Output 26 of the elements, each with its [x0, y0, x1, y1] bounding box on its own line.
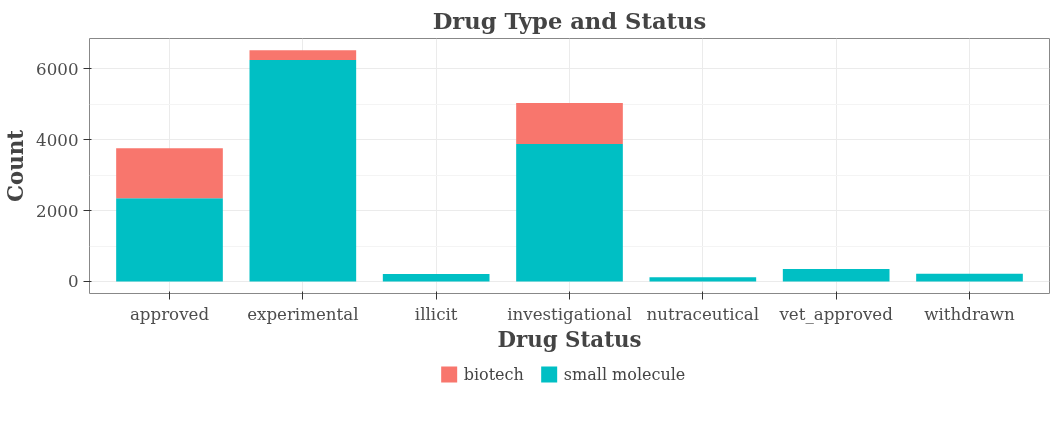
bar [382, 274, 490, 282]
x-tick-label: withdrawn [924, 304, 1016, 324]
x-axis-title: Drug Status [497, 326, 642, 352]
bar [116, 198, 223, 282]
x-tick-label: approved [129, 304, 210, 324]
bar [249, 60, 357, 282]
legend-label: small molecule [563, 364, 686, 384]
x-tick-label: nutraceutical [646, 304, 760, 324]
legend-label: biotech [463, 364, 524, 384]
bar [649, 277, 757, 282]
y-tick-label: 2000 [36, 201, 79, 221]
bar [249, 50, 357, 61]
bar [116, 148, 223, 199]
x-tick-label: experimental [247, 304, 359, 324]
x-tick-label: illicit [414, 304, 458, 324]
chart-title: Drug Type and Status [432, 7, 707, 34]
y-tick-label: 4000 [36, 130, 79, 150]
bar [516, 144, 623, 282]
x-tick-label: investigational [507, 304, 632, 324]
bar [516, 102, 623, 145]
y-tick-label: 0 [67, 272, 79, 292]
y-tick-label: 6000 [36, 59, 79, 79]
bar [916, 273, 1023, 282]
x-tick-label: vet_approved [778, 304, 894, 324]
bar [782, 269, 890, 282]
y-axis-title: Count [3, 129, 29, 203]
